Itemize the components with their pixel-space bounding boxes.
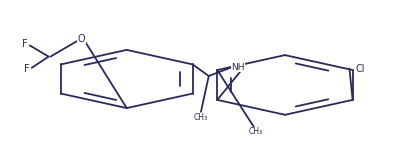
Text: Cl: Cl <box>355 64 365 74</box>
Text: F: F <box>22 39 28 49</box>
Text: CH₃: CH₃ <box>249 127 263 136</box>
Text: O: O <box>78 35 86 44</box>
Text: F: F <box>24 64 30 74</box>
Text: CH₃: CH₃ <box>194 113 208 122</box>
Text: NH: NH <box>231 62 245 72</box>
